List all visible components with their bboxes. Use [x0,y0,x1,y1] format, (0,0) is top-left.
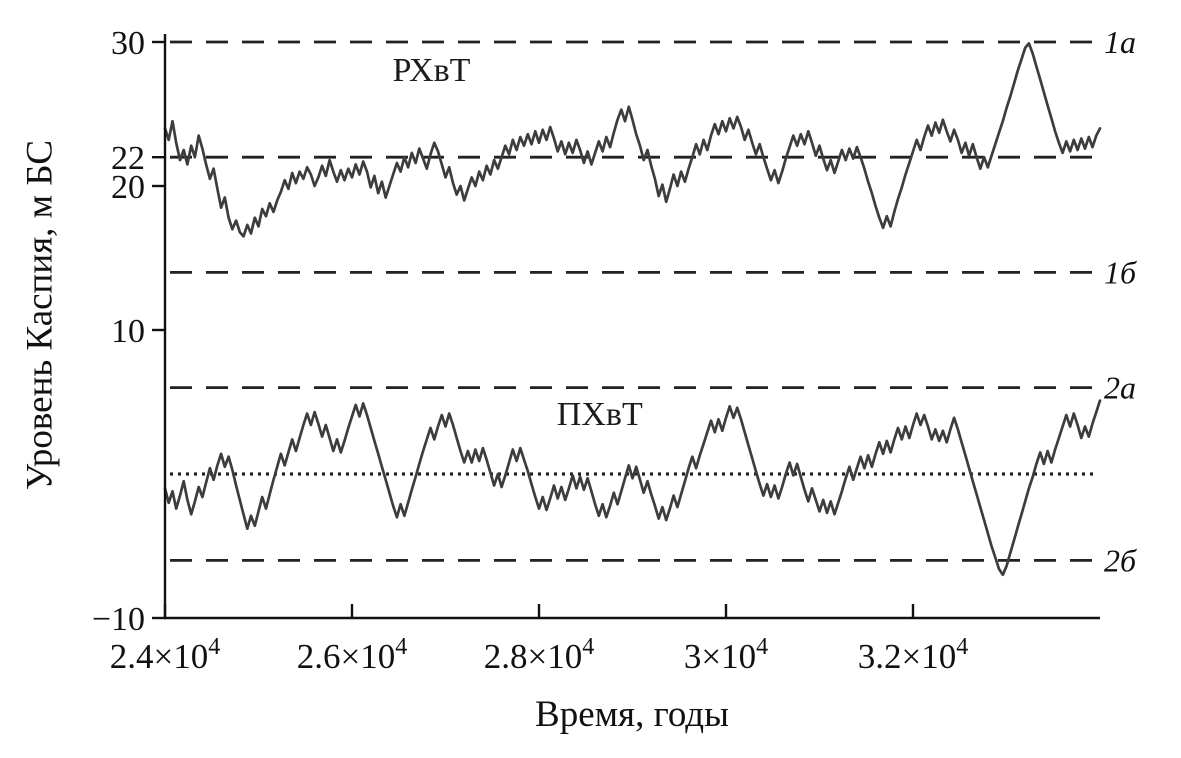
reference-line-label: 2б [1104,542,1137,578]
reference-line-label: 2а [1104,370,1136,406]
series-label-upper: РХвТ [393,52,471,89]
reference-line-label: 1б [1104,254,1137,290]
y-axis-title: Уровень Каспия, м БС [19,139,61,491]
series-line-lower [163,399,1102,577]
y-tick-label: 30 [111,25,145,62]
x-tick-label: 3×104 [684,634,768,676]
x-tick-label: 2.8×104 [484,634,595,676]
reference-line-label: 1а [1104,24,1136,60]
x-tick-label: 2.6×104 [297,634,408,676]
series-line-upper [163,42,1102,238]
x-tick-label: 2.4×104 [110,634,221,676]
y-tick-label: 10 [111,313,145,350]
y-tick-label: 20 [111,169,145,206]
y-tick-label: −10 [92,601,145,638]
series-label-lower: ПХвТ [557,396,643,433]
y-tick-label: 22 [111,140,145,177]
x-axis-title: Время, годы [535,694,729,735]
x-tick-label: 3.2×104 [858,634,969,676]
